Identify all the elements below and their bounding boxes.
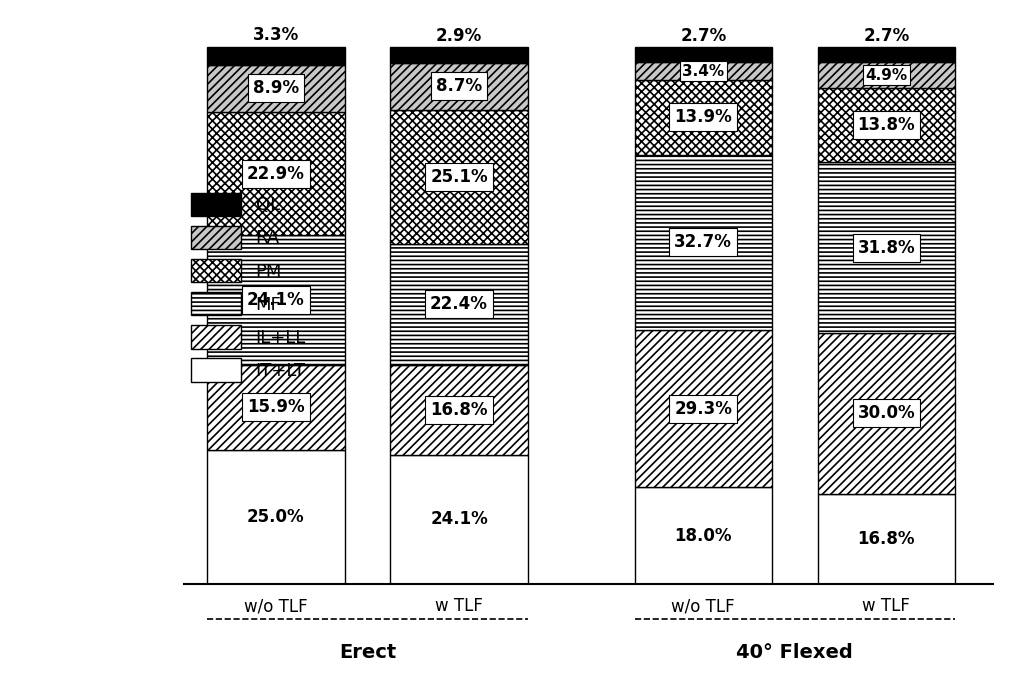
Text: 13.8%: 13.8% <box>858 116 915 134</box>
Bar <box>818 494 955 584</box>
Bar <box>390 245 527 365</box>
Text: 29.3%: 29.3% <box>675 400 732 418</box>
Bar <box>390 365 527 455</box>
Bar <box>207 47 345 65</box>
Bar <box>207 235 345 365</box>
Bar <box>818 47 955 62</box>
Bar <box>635 62 772 80</box>
Text: 24.1%: 24.1% <box>247 291 305 309</box>
Bar <box>635 47 772 62</box>
Text: 8.7%: 8.7% <box>436 78 482 95</box>
Bar <box>818 333 955 494</box>
Text: 31.8%: 31.8% <box>858 238 915 256</box>
Text: 32.7%: 32.7% <box>675 234 732 251</box>
Bar <box>390 110 527 245</box>
Text: 16.8%: 16.8% <box>430 401 487 418</box>
Bar <box>635 155 772 330</box>
Text: 22.9%: 22.9% <box>247 165 305 183</box>
Bar <box>390 455 527 584</box>
Bar <box>818 88 955 162</box>
Text: 40° Flexed: 40° Flexed <box>736 643 853 662</box>
Text: 18.0%: 18.0% <box>675 527 732 545</box>
Bar <box>207 365 345 450</box>
Bar <box>207 113 345 235</box>
Text: 13.9%: 13.9% <box>675 109 732 126</box>
Text: 2.7%: 2.7% <box>680 27 726 45</box>
Text: 2.7%: 2.7% <box>863 27 909 45</box>
Bar <box>207 65 345 113</box>
Bar <box>635 80 772 155</box>
Text: 16.8%: 16.8% <box>858 530 915 548</box>
Bar <box>207 450 345 584</box>
Bar <box>390 63 527 110</box>
Text: 22.4%: 22.4% <box>430 295 488 313</box>
Text: 30.0%: 30.0% <box>858 405 915 423</box>
Bar <box>635 330 772 487</box>
Text: 3.3%: 3.3% <box>253 26 299 44</box>
Bar <box>635 487 772 584</box>
Text: 4.9%: 4.9% <box>865 67 907 82</box>
Text: 3.4%: 3.4% <box>682 63 724 78</box>
Text: Erect: Erect <box>339 643 396 662</box>
Bar <box>390 47 527 63</box>
Text: 24.1%: 24.1% <box>430 510 488 528</box>
Text: 2.9%: 2.9% <box>436 27 482 45</box>
Text: 25.0%: 25.0% <box>247 508 305 526</box>
Text: 8.9%: 8.9% <box>253 80 299 98</box>
Legend: QL, RA, PM, MF, IL+LL, IT+LT: QL, RA, PM, MF, IL+LL, IT+LT <box>185 188 311 387</box>
Text: 15.9%: 15.9% <box>247 398 305 416</box>
Text: 25.1%: 25.1% <box>430 168 487 186</box>
Bar <box>818 162 955 333</box>
Bar <box>818 62 955 88</box>
